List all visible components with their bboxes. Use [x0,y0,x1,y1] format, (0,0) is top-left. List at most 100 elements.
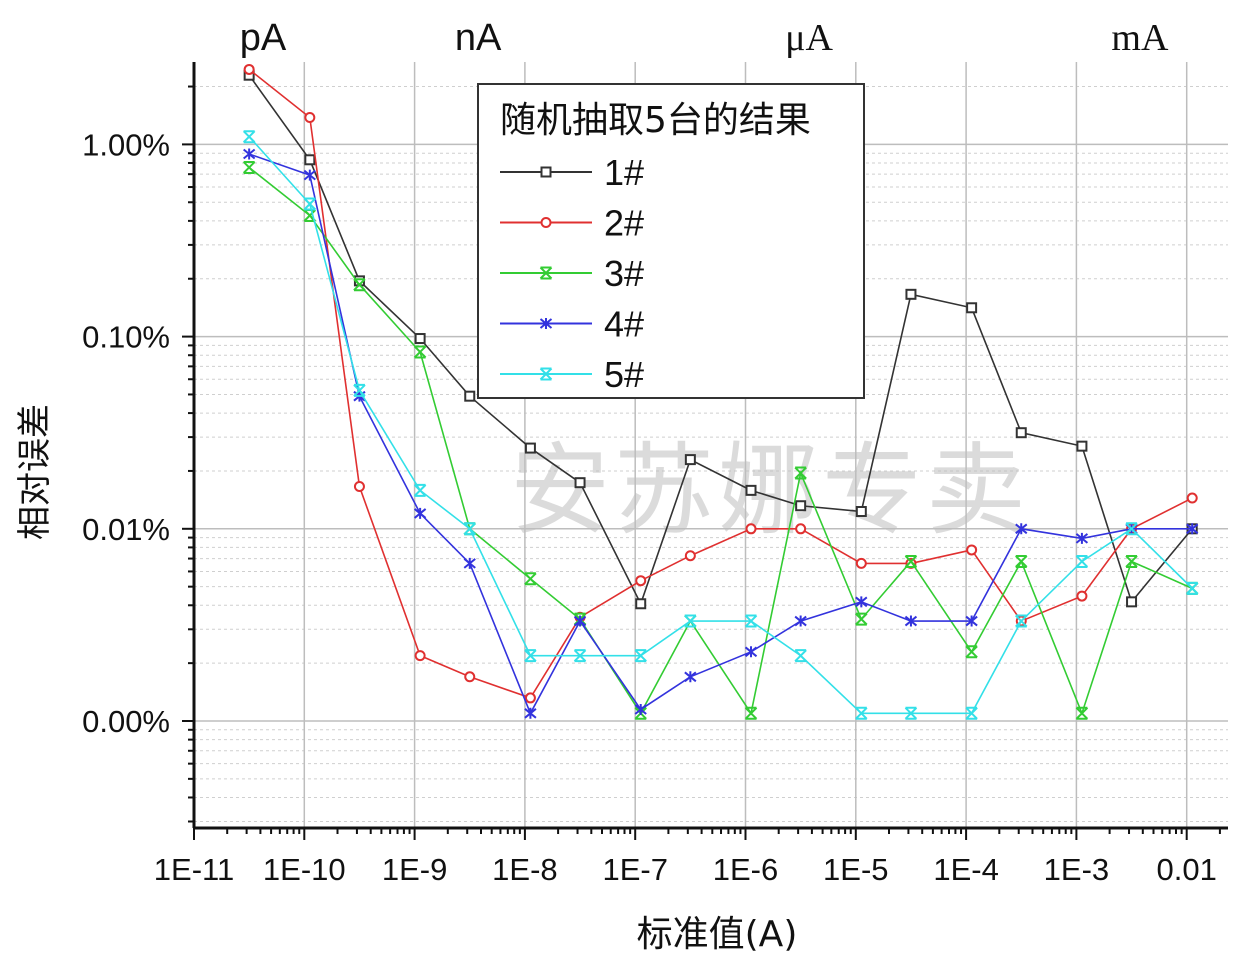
legend-marker [539,318,553,329]
data-point-2 [966,544,978,556]
x-axis-label: 标准值(A) [637,914,798,955]
series-line-5 [248,136,1193,715]
legend-label: 4# [604,304,644,345]
data-point-3 [413,345,427,359]
data-point-5 [303,197,317,211]
data-point-3 [353,278,366,292]
data-point-5 [353,383,366,397]
y-axis-label: 相对误差 [15,404,55,540]
y-tick-label: 1.00% [82,127,170,162]
data-point-1 [304,154,316,166]
data-point-4 [1015,523,1028,535]
data-point-3 [904,554,918,568]
x-tick-label: 1E-10 [263,852,346,887]
y-tick-label: 0.01% [82,512,170,547]
data-point-5 [242,130,256,144]
legend-item-5: 5# [500,354,644,395]
data-point-4 [904,615,918,627]
series-layer [242,63,1199,720]
x-tick-label: 1E-11 [154,852,234,887]
series-line-4 [248,153,1193,716]
data-point-5 [1186,581,1199,595]
data-point-5 [855,706,868,720]
data-point-2 [1186,492,1198,504]
data-point-3 [794,466,807,480]
data-point-2 [524,692,536,704]
data-point-4 [303,169,316,181]
unit-label: mA [1111,17,1169,59]
data-point-2 [1076,590,1088,602]
data-point-3 [1015,554,1028,568]
axes: 1E-11 1E-10 1E-9 1E-8 1E-7 1E-6 1E-5 1E-4 1E-3 0.… [82,17,1228,887]
data-point-5 [684,614,697,628]
data-point-1 [1015,427,1027,439]
data-point-1 [524,442,536,454]
legend-label: 2# [604,203,644,244]
x-tick-label: 1E-5 [823,852,888,887]
data-point-4 [1186,523,1199,535]
data-point-5 [413,483,427,497]
data-point-5 [1125,522,1138,536]
data-point-1 [1126,596,1138,608]
data-point-5 [904,706,918,720]
data-point-2 [353,481,365,493]
data-point-5 [573,649,587,663]
data-point-4 [524,707,537,719]
data-point-1 [414,333,426,345]
y-tick-label: 0.00% [82,704,170,739]
data-point-5 [463,522,476,536]
data-point-4 [794,615,807,627]
watermark-text: 安苏娜专卖 [510,432,1030,549]
data-point-4 [684,671,697,683]
data-point-4 [413,507,427,519]
unit-label: nA [455,17,502,59]
data-point-4 [634,703,647,715]
legend-label: 3# [604,253,644,294]
data-point-1 [635,598,647,610]
data-point-3 [855,612,868,626]
series-4 [243,148,1199,719]
unit-label: μA [785,17,833,59]
x-tick-label: 1E-9 [382,852,447,887]
series-line-3 [248,166,1193,716]
data-point-5 [634,649,647,663]
data-point-4 [243,148,256,160]
legend-item-1: 1# [500,152,644,193]
data-point-1 [855,506,867,518]
data-point-5 [524,649,537,663]
data-point-3 [965,645,978,659]
data-point-4 [965,615,978,627]
data-point-4 [463,557,476,569]
data-point-1 [464,390,476,402]
series-line-2 [248,68,1193,699]
data-point-3 [1075,706,1089,720]
data-point-2 [414,650,426,662]
legend-marker [539,266,553,280]
x-tick-label: 1E-3 [1044,852,1109,887]
x-tick-label: 1E-7 [602,852,667,887]
legend-item-3: 3# [500,253,644,294]
x-tick-label: 1E-8 [492,852,557,887]
data-point-2 [304,111,316,123]
data-point-4 [744,646,758,658]
data-point-1 [574,477,586,489]
legend-marker [540,217,552,228]
series-5 [242,130,1199,720]
legend-item-2: 2# [500,203,644,244]
data-point-1 [1076,440,1088,452]
legend-marker [539,367,553,381]
data-point-2 [795,523,807,535]
y-tick-label: 0.10% [82,320,170,355]
x-tick-label: 1E-4 [933,852,998,887]
data-point-3 [744,706,758,720]
data-point-2 [635,575,647,587]
legend-label: 5# [604,354,644,395]
legend-title: 随机抽取5台的结果 [500,100,811,141]
data-point-4 [855,596,868,608]
data-point-1 [905,288,917,300]
data-point-3 [524,572,537,586]
legend-marker [540,166,552,178]
data-point-2 [745,523,757,535]
legend-box [477,83,865,399]
